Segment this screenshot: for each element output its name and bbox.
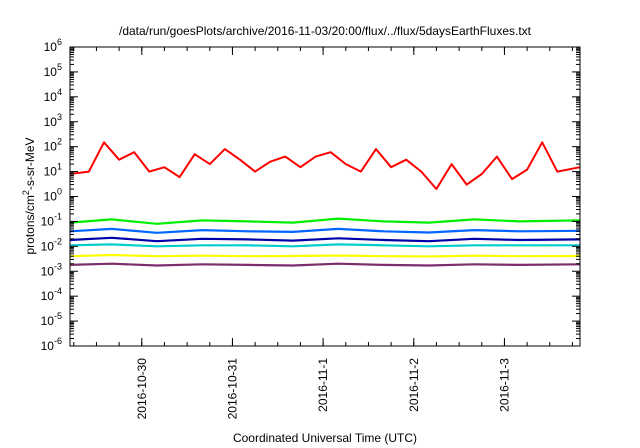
y-axis-label-base: protons/cm (23, 195, 37, 254)
x-tick-label: 2016-10-30 (135, 358, 149, 420)
y-axis-label-sup: 2 (21, 190, 31, 195)
y-tick-label: 100 (44, 187, 62, 204)
y-axis-label-rest: -s-sr-MeV (23, 137, 37, 190)
y-tick-label: 103 (44, 112, 62, 129)
y-tick-label: 10-4 (41, 286, 62, 303)
y-tick-label: 10-1 (41, 211, 62, 228)
y-axis-label: protons/cm2-s-sr-MeV (21, 137, 37, 254)
x-axis: 2016-10-30 2016-10-31 2016-11-1 2016-11-2 20… (73, 47, 573, 420)
y-tick-label: 101 (44, 162, 62, 179)
x-tick-label: 2016-11-3 (497, 358, 511, 412)
series-line-3 (69, 227, 581, 234)
y-tick-label: 104 (44, 87, 62, 104)
y-tick-label: 106 (44, 37, 62, 54)
plot-frame (69, 46, 581, 347)
series-line-7 (69, 262, 581, 267)
series-line-2 (69, 217, 581, 225)
y-tick-label: 10-5 (41, 311, 62, 328)
y-tick-label: 10-3 (41, 261, 62, 278)
series-line-5 (69, 243, 580, 248)
x-tick-label: 2016-11-1 (316, 358, 330, 412)
series-layer (69, 141, 581, 267)
x-tick-label: 2016-10-31 (225, 358, 239, 420)
x-axis-label: Coordinated Universal Time (UTC) (233, 431, 417, 445)
y-tick-label: 105 (44, 62, 62, 79)
series-line-6 (69, 253, 581, 258)
series-line-4 (69, 236, 581, 243)
x-tick-label: 2016-11-2 (407, 358, 421, 412)
series-line-1 (69, 141, 581, 190)
y-tick-label: 102 (44, 137, 62, 154)
y-tick-label: 10-6 (41, 336, 62, 353)
chart-title: /data/run/goesPlots/archive/2016-11-03/2… (119, 24, 532, 38)
y-tick-label: 10-2 (41, 236, 62, 253)
y-axis: 106 105 104 103 102 101 100 10-1 10-2 10-3 10-4 10-… (41, 37, 580, 353)
